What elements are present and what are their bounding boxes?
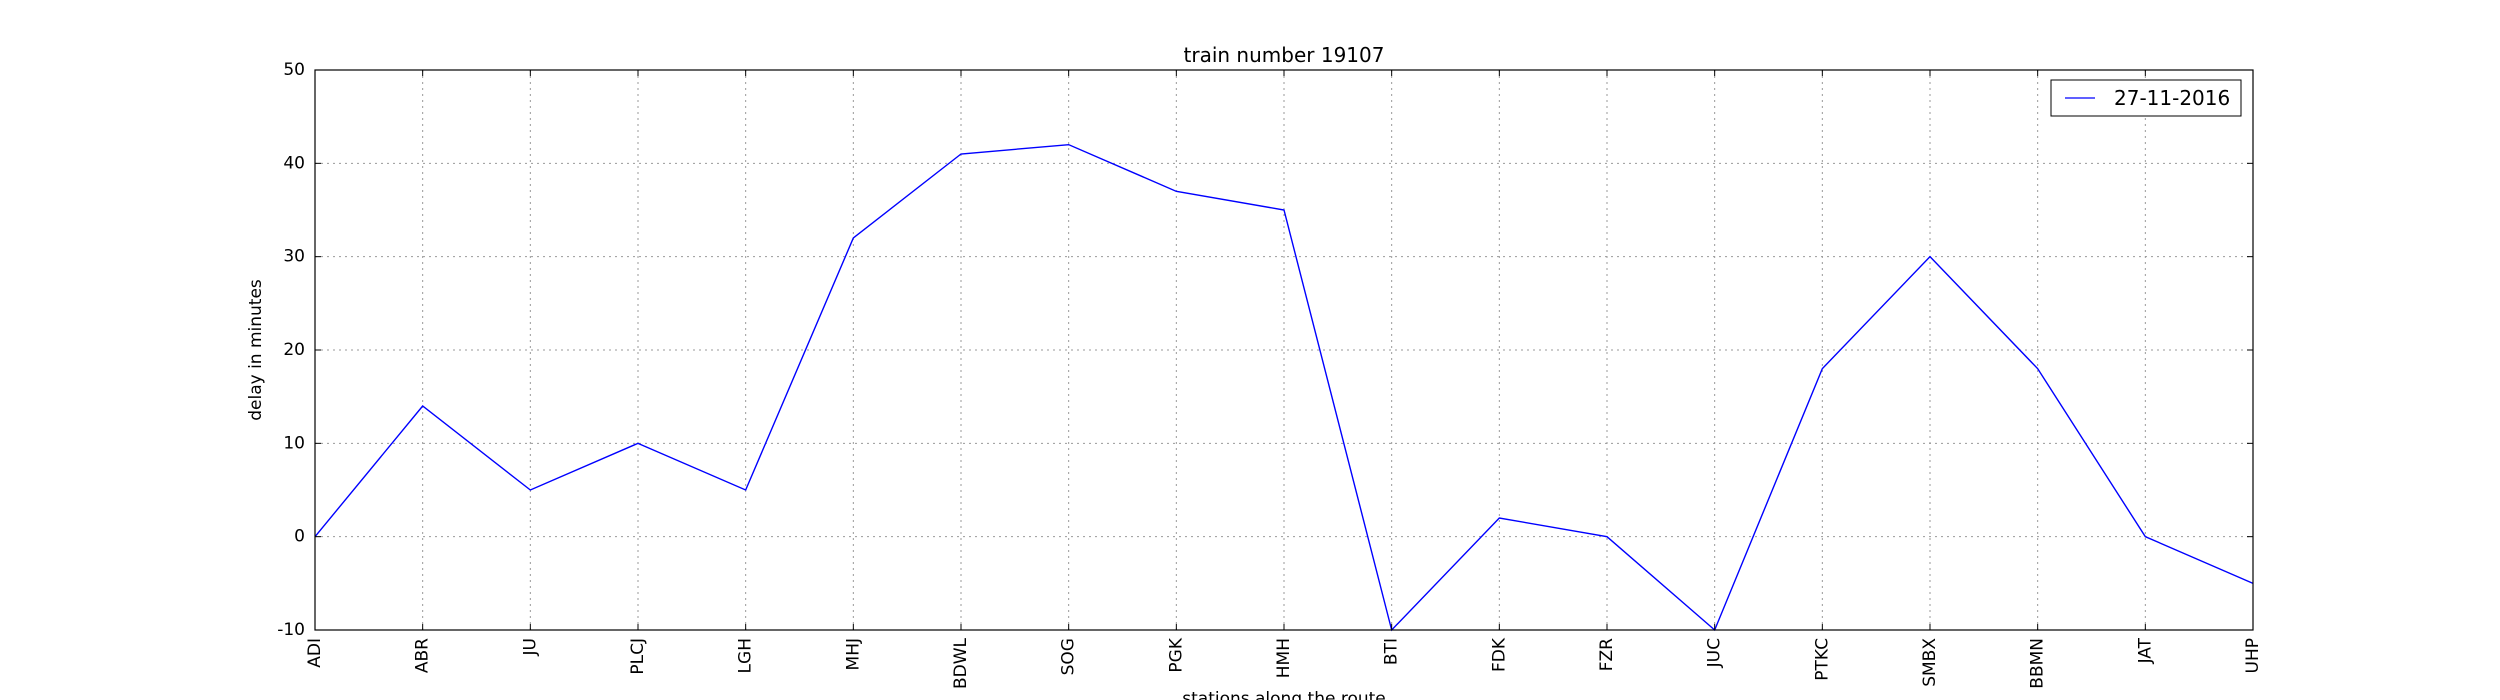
x-tick-label: SMBX [1920, 638, 1940, 687]
y-axis-ticks: -10 0 10 20 30 40 50 [277, 60, 2253, 640]
grid-lines [315, 70, 2253, 630]
x-tick-label: HMH [1274, 638, 1294, 678]
x-tick-label: BTI [1382, 638, 1402, 665]
x-tick-label: FZR [1597, 638, 1617, 671]
x-tick-label: SOG [1059, 638, 1079, 675]
y-tick-label: -10 [277, 620, 305, 640]
x-tick-label: ADI [305, 638, 325, 668]
y-axis-label: delay in minutes [246, 279, 266, 421]
x-axis-label: stations along the route [1182, 689, 1386, 700]
x-tick-label: FDK [1489, 637, 1509, 672]
chart-title: train number 19107 [1184, 43, 1385, 67]
x-tick-label: JUC [1705, 638, 1725, 668]
y-tick-label: 30 [283, 247, 305, 267]
y-tick-label: 40 [283, 153, 305, 173]
y-tick-label: 20 [283, 340, 305, 360]
series-line-0 [314, 143, 2254, 632]
series-lines [314, 143, 2254, 632]
x-tick-label: BBMN [2028, 638, 2048, 689]
x-tick-label: PTKC [1812, 638, 1832, 681]
x-tick-label: UHP [2243, 638, 2263, 673]
x-tick-label: LGH [736, 638, 756, 673]
legend: 27-11-2016 [2050, 79, 2242, 117]
legend-label: 27-11-2016 [2114, 86, 2230, 110]
y-tick-label: 50 [283, 60, 305, 80]
x-tick-label: JU [520, 638, 540, 656]
y-tick-label: 10 [283, 433, 305, 453]
x-tick-label: JAT [2135, 637, 2155, 664]
x-axis-ticks: ADI ABR JU PLCJ LGH MHJ BDWL SOG PGK HMH BTI FDK FZR… [305, 70, 2263, 689]
y-tick-label: 0 [294, 527, 305, 547]
x-tick-label: PLCJ [628, 638, 648, 675]
x-tick-label: PGK [1166, 637, 1186, 672]
x-tick-label: MHJ [843, 638, 863, 670]
x-tick-label: ABR [413, 638, 433, 673]
x-tick-label: BDWL [951, 637, 971, 689]
